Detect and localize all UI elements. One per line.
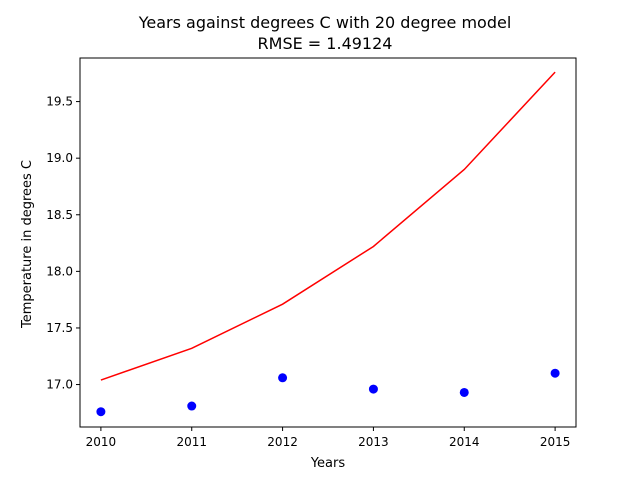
chart-title: Years against degrees C with 20 degree m… bbox=[138, 13, 512, 32]
data-point bbox=[368, 384, 378, 394]
y-tick-label: 17.5 bbox=[46, 321, 73, 335]
x-tick-label: 2011 bbox=[176, 435, 207, 449]
y-axis: 17.0 17.5 18.0 18.5 19.0 19.5 bbox=[46, 95, 80, 392]
data-point bbox=[187, 401, 197, 411]
chart-subtitle: RMSE = 1.49124 bbox=[258, 34, 393, 53]
plot-frame bbox=[79, 57, 577, 428]
x-tick-label: 2015 bbox=[540, 435, 571, 449]
y-tick-label: 18.5 bbox=[46, 208, 73, 222]
y-tick-label: 19.0 bbox=[46, 151, 73, 165]
data-point bbox=[96, 407, 106, 417]
data-point bbox=[459, 387, 469, 397]
y-tick-label: 19.5 bbox=[46, 95, 73, 109]
y-axis-label: Temperature in degrees C bbox=[20, 160, 35, 329]
x-tick-label: 2014 bbox=[449, 435, 480, 449]
model-line bbox=[100, 71, 556, 381]
x-tick-label: 2012 bbox=[267, 435, 298, 449]
x-tick-label: 2010 bbox=[86, 435, 117, 449]
x-axis-label: Years bbox=[310, 456, 346, 471]
plot-area bbox=[79, 57, 577, 428]
x-axis: 2010 2011 2012 2013 2014 2015 bbox=[86, 427, 571, 449]
data-point bbox=[278, 373, 288, 383]
y-tick-label: 17.0 bbox=[46, 378, 73, 392]
y-tick-label: 18.0 bbox=[46, 264, 73, 278]
x-tick-label: 2013 bbox=[358, 435, 389, 449]
data-point bbox=[550, 368, 560, 378]
